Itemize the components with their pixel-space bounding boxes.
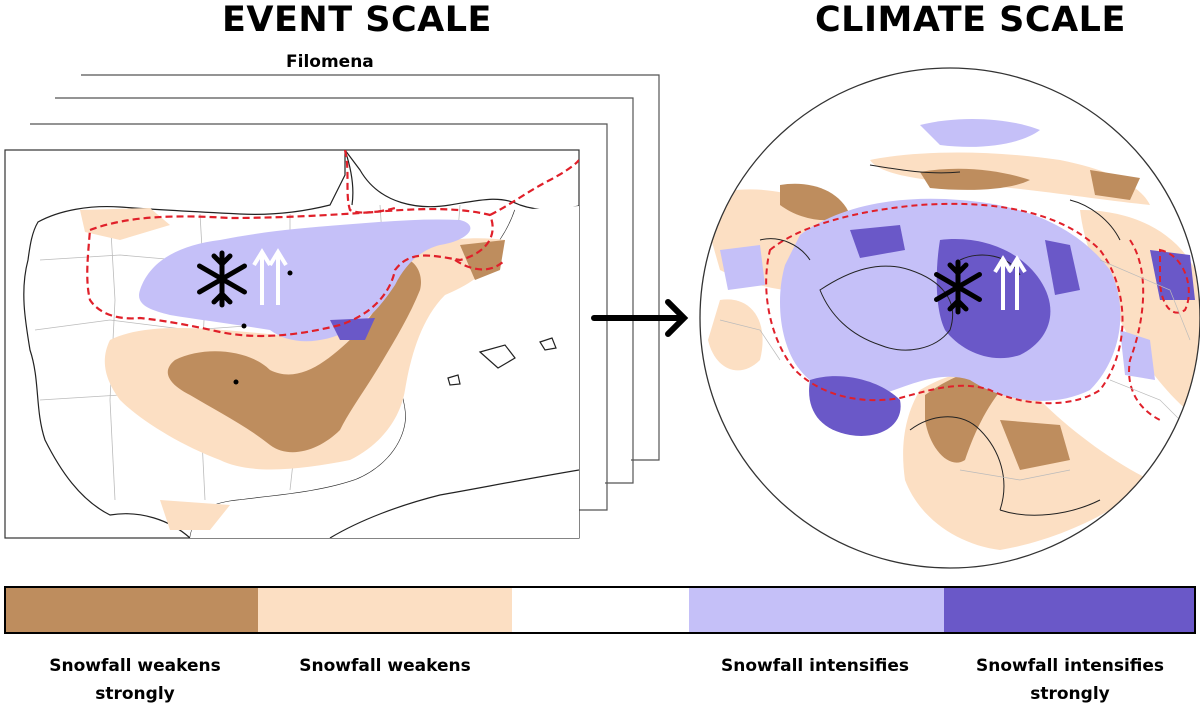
upward-arrows-icon [993,255,1027,310]
legend-label-weaken: Snowfall weakens [299,656,471,676]
iberia-event-map [4,149,580,539]
legend-label-intensify: Snowfall intensifies [720,656,910,676]
snowflake-icon [934,259,982,315]
right-arrow-icon [591,299,689,337]
climate-significance-contour [765,202,1190,421]
colorbar-legend [4,586,1196,634]
intensifies-region [139,219,471,342]
legend-label-strong-intensify: Snowfall intensifies strongly [975,656,1165,704]
strongly-weakens-region [167,259,421,453]
legend-swatch-weaken [258,588,512,632]
event-scale-title: EVENT SCALE [222,0,492,40]
legend-swatch-strong-weaken [6,588,258,632]
legend-swatch-neutral [512,588,689,632]
snowflake-icon [197,250,247,308]
legend-label-strong-weaken: Snowfall weakens strongly [49,656,221,704]
figure-canvas [4,67,1200,569]
northern-hemisphere-globe [699,67,1200,569]
climate-scale-title: CLIMATE SCALE [815,0,1126,40]
legend-swatch-strong-intensify [944,588,1194,632]
significance-contour [86,150,579,338]
event-name-label: Filomena [286,52,374,72]
legend-swatch-intensify [689,588,944,632]
upward-arrows-icon [252,248,288,305]
